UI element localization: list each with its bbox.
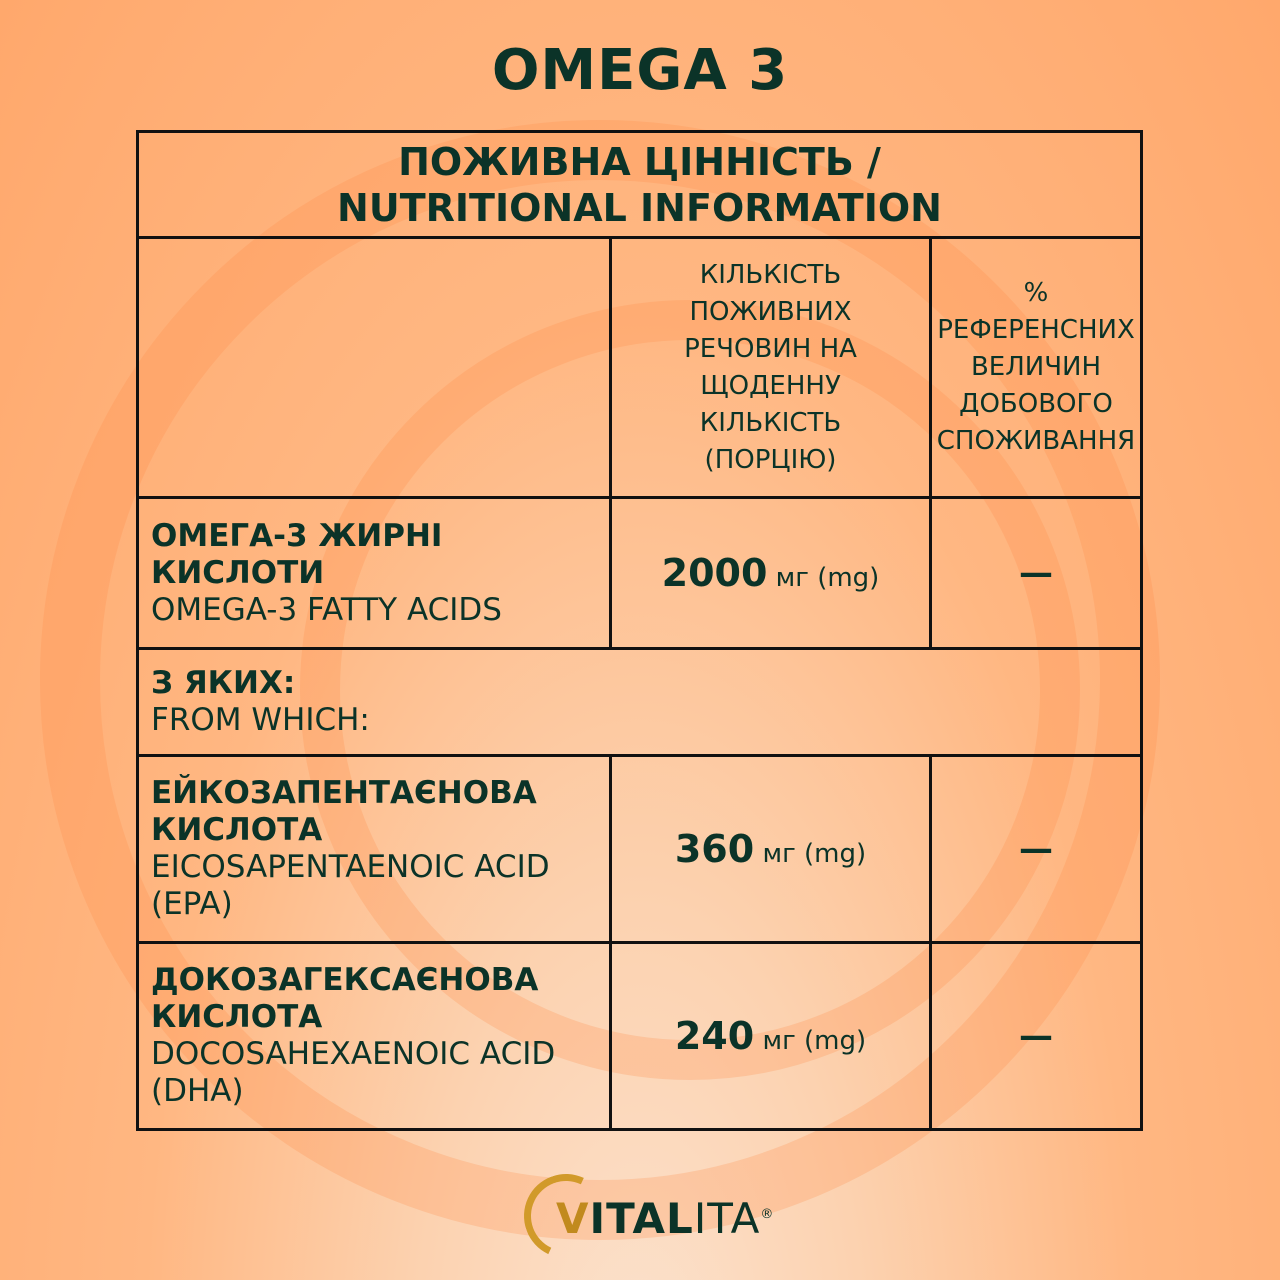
logo-light: ITA [693,1194,761,1243]
unit: мг (mg) [762,1026,867,1056]
table-row-from-which: З ЯКИХ: FROM WHICH: [136,647,1143,757]
page-title: OMEGA 3 [491,38,789,103]
header-uk: ПОЖИВНА ЦІННІСТЬ / [398,139,881,184]
col-amount: КІЛЬКІСТЬ ПОЖИВНИХ РЕЧОВИН НА ЩОДЕННУ КІ… [609,236,932,499]
unit: мг (mg) [762,839,867,869]
name-en: DOCOSAHEXAENOIC ACID (DHA) [151,1036,556,1109]
reference: — [929,754,1143,944]
name-en: OMEGA-3 FATTY ACIDS [151,591,502,628]
amount: 2000 [661,551,768,595]
amount: 360 [674,827,755,871]
table-row: ОМЕГА-3 ЖИРНІ КИСЛОТИ OMEGA-3 FATTY ACIDS… [136,496,1143,650]
table-header: ПОЖИВНА ЦІННІСТЬ / NUTRITIONAL INFORMATI… [136,130,1143,239]
nutrition-table: ПОЖИВНА ЦІННІСТЬ / NUTRITIONAL INFORMATI… [136,130,1143,1131]
unit: мг (mg) [775,563,880,593]
registered-mark: ® [760,1207,775,1222]
empty-cell [136,236,612,499]
logo-bold: ITAL [589,1194,694,1243]
reference: — [929,496,1143,650]
vitalita-logo: VITALITA® [512,1162,780,1270]
name-en: EICOSAPENTAENOIC ACID (EPA) [151,849,550,922]
amount: 240 [674,1014,755,1058]
table-row: ДОКОЗАГЕКСАЄНОВА КИСЛОТА DOCOSAHEXAENOIC … [136,941,1143,1131]
col-reference: % РЕФЕРЕНСНИХ ВЕЛИЧИН ДОБОВОГО СПОЖИВАНН… [929,236,1143,499]
table-row: ЕЙКОЗАПЕНТАЄНОВА КИСЛОТА EICOSAPENTAENOIC… [136,754,1143,944]
name-uk: ОМЕГА-3 ЖИРНІ КИСЛОТИ [151,517,443,591]
logo-v: V [556,1194,590,1243]
reference: — [929,941,1143,1131]
name-uk: ЕЙКОЗАПЕНТАЄНОВА КИСЛОТА [151,775,537,848]
name-uk: ДОКОЗАГЕКСАЄНОВА КИСЛОТА [151,962,539,1035]
header-en: NUTRITIONAL INFORMATION [337,185,942,230]
from-which-en: FROM WHICH: [151,702,370,738]
from-which-uk: З ЯКИХ: [151,665,296,701]
